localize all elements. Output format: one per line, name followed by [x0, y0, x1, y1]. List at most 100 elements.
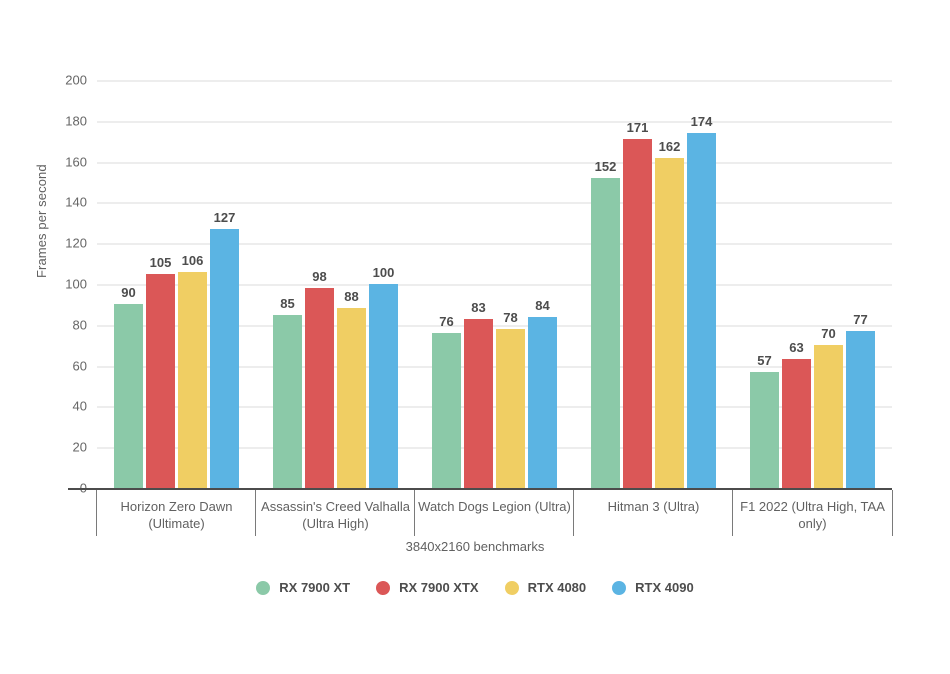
bar-group: 76 83 78 84	[415, 80, 574, 488]
bar-value-label: 70	[821, 326, 836, 342]
bar-value-label: 171	[626, 120, 649, 136]
bar-item[interactable]: 63	[782, 80, 811, 488]
bar[interactable]	[528, 316, 557, 488]
bar-item[interactable]: 83	[464, 80, 493, 488]
bar[interactable]	[369, 284, 398, 488]
legend-label: RX 7900 XT	[279, 580, 351, 595]
bar-item[interactable]: 105	[146, 80, 175, 488]
bar-item[interactable]: 100	[369, 80, 398, 488]
y-axis-tick-label: 180	[65, 113, 87, 129]
bar-item[interactable]: 106	[178, 80, 207, 488]
bar-group: 152 171 162 174	[574, 80, 733, 488]
gridline: 40	[73, 399, 892, 414]
bar-group-bars: 85 98 88 100	[256, 80, 415, 488]
bar[interactable]	[114, 304, 143, 488]
bar-item[interactable]: 70	[814, 80, 843, 488]
bar[interactable]	[210, 228, 239, 488]
bar-item[interactable]: 98	[305, 80, 334, 488]
bar-value-label: 83	[471, 299, 486, 315]
bar-value-label: 106	[181, 252, 204, 268]
bar-value-label: 88	[344, 289, 359, 305]
bar-item[interactable]: 76	[432, 80, 461, 488]
bar[interactable]	[146, 273, 175, 488]
category-separator-tick	[732, 490, 733, 536]
legend-item[interactable]: RX 7900 XTX	[376, 580, 479, 595]
y-axis-tick-label: 200	[65, 72, 87, 88]
bar-value-label: 152	[594, 158, 617, 174]
bar-value-label: 100	[372, 265, 395, 280]
bar-item[interactable]: 85	[273, 80, 302, 488]
bar[interactable]	[273, 314, 302, 488]
legend-label: RTX 4090	[635, 580, 694, 595]
bar-value-label: 63	[789, 340, 804, 356]
y-axis-tick-label: 100	[65, 276, 87, 292]
bar[interactable]	[846, 330, 875, 488]
category-separator-tick	[414, 490, 415, 536]
bar-item[interactable]: 162	[655, 80, 684, 488]
category-separator-tick	[255, 490, 256, 536]
category-label-line: (Ultimate)	[148, 516, 205, 531]
bar-groups: 90 105 106 127 85 98 88 100 76 83 78 84 152 171 162 174…	[97, 80, 892, 488]
bar-value-label: 90	[121, 285, 136, 301]
bar[interactable]	[782, 359, 811, 488]
bar-item[interactable]: 78	[496, 80, 525, 488]
bar-item[interactable]: 84	[528, 80, 557, 488]
bar-item[interactable]: 77	[846, 80, 875, 488]
x-axis-line	[68, 488, 892, 490]
gridline: 20	[73, 440, 892, 455]
x-axis-title: 3840x2160 benchmarks	[405, 539, 545, 554]
bar[interactable]	[750, 371, 779, 488]
gridline: 200	[65, 73, 892, 88]
gridline: 80	[73, 317, 892, 332]
bar[interactable]	[432, 332, 461, 488]
chart-legend: RX 7900 XT RX 7900 XTX RTX 4080 RTX 4090	[0, 580, 950, 595]
bar-item[interactable]: 174	[687, 80, 716, 488]
legend-label: RX 7900 XTX	[399, 580, 479, 595]
bar[interactable]	[337, 308, 366, 488]
bar-item[interactable]: 127	[210, 80, 239, 488]
legend-swatch-icon	[612, 580, 627, 595]
bar[interactable]	[623, 139, 652, 488]
x-axis-category-label: Watch Dogs Legion (Ultra)	[414, 490, 574, 546]
gridline: 140	[65, 195, 892, 210]
bar[interactable]	[178, 271, 207, 488]
bar-value-label: 105	[149, 254, 172, 270]
y-axis-tick-label: 120	[65, 235, 87, 251]
bar-value-label: 77	[853, 311, 868, 327]
legend-item[interactable]: RX 7900 XT	[256, 580, 350, 595]
bar-value-label: 84	[535, 297, 550, 313]
category-label-line: only)	[798, 516, 827, 531]
bar[interactable]	[687, 133, 716, 488]
bar-item[interactable]: 171	[623, 80, 652, 488]
bar[interactable]	[814, 345, 843, 488]
bar-group: 85 98 88 100	[256, 80, 415, 488]
bar-value-label: 98	[312, 269, 327, 285]
legend-item[interactable]: RTX 4080	[504, 580, 586, 595]
bar-item[interactable]: 88	[337, 80, 366, 488]
bar[interactable]	[591, 177, 620, 488]
y-axis-tick-label: 160	[65, 154, 87, 170]
y-axis-title: Frames per second	[34, 164, 49, 278]
bar-item[interactable]: 57	[750, 80, 779, 488]
bar[interactable]	[305, 288, 334, 488]
category-separator-tick	[892, 490, 893, 536]
bar-value-label: 127	[213, 209, 236, 225]
bar-item[interactable]: 152	[591, 80, 620, 488]
bar-value-label: 162	[658, 138, 681, 154]
bar-group: 57 63 70 77	[733, 80, 892, 488]
category-label-line: F1 2022 (Ultra High, TAA	[740, 499, 885, 514]
y-axis-tick-label: 60	[72, 358, 87, 374]
x-axis-category-label: Hitman 3 (Ultra)	[573, 490, 733, 546]
gridline: 160	[65, 154, 892, 169]
bar-group: 90 105 106 127	[97, 80, 256, 488]
bar[interactable]	[655, 157, 684, 488]
category-separator-tick	[96, 490, 97, 536]
bar-item[interactable]: 90	[114, 80, 143, 488]
legend-swatch-icon	[504, 580, 519, 595]
bar[interactable]	[496, 328, 525, 488]
bar[interactable]	[464, 318, 493, 488]
legend-item[interactable]: RTX 4090	[612, 580, 694, 595]
legend-swatch-icon	[256, 580, 271, 595]
category-separator-tick	[573, 490, 574, 536]
